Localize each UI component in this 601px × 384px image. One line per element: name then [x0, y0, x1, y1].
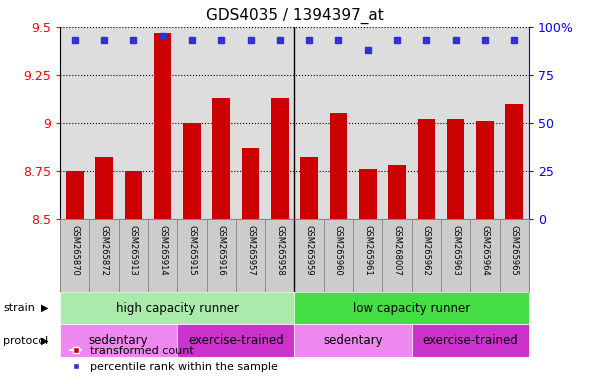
Bar: [148, 219, 177, 292]
Bar: [177, 324, 294, 357]
Text: protocol: protocol: [3, 336, 48, 346]
Text: GSM268007: GSM268007: [392, 225, 401, 276]
Text: exercise-trained: exercise-trained: [423, 334, 518, 347]
Bar: [476, 121, 493, 219]
Bar: [412, 324, 529, 357]
Bar: [60, 219, 90, 292]
Text: low capacity runner: low capacity runner: [353, 302, 471, 314]
Bar: [271, 98, 288, 219]
Text: strain: strain: [3, 303, 35, 313]
Bar: [66, 171, 84, 219]
Text: GSM265962: GSM265962: [422, 225, 431, 275]
Text: sedentary: sedentary: [89, 334, 148, 347]
Text: ▶: ▶: [41, 336, 49, 346]
Bar: [95, 157, 113, 219]
Bar: [124, 171, 142, 219]
Bar: [177, 219, 207, 292]
Legend: transformed count, percentile rank within the sample: transformed count, percentile rank withi…: [66, 342, 282, 377]
Bar: [388, 165, 406, 219]
Bar: [329, 113, 347, 219]
Bar: [183, 123, 201, 219]
Text: GSM265957: GSM265957: [246, 225, 255, 275]
Bar: [505, 104, 523, 219]
Text: high capacity runner: high capacity runner: [116, 302, 239, 314]
Bar: [118, 219, 148, 292]
Bar: [236, 219, 265, 292]
Bar: [294, 219, 324, 292]
Text: GSM265872: GSM265872: [100, 225, 109, 276]
Bar: [300, 157, 318, 219]
Text: sedentary: sedentary: [323, 334, 383, 347]
Bar: [324, 219, 353, 292]
Text: GSM265913: GSM265913: [129, 225, 138, 275]
Text: GSM265958: GSM265958: [275, 225, 284, 275]
Bar: [294, 324, 412, 357]
Bar: [353, 219, 382, 292]
Text: GSM265915: GSM265915: [188, 225, 197, 275]
Text: GSM265870: GSM265870: [70, 225, 79, 276]
Bar: [418, 119, 435, 219]
Text: GSM265961: GSM265961: [363, 225, 372, 275]
Bar: [265, 219, 294, 292]
Title: GDS4035 / 1394397_at: GDS4035 / 1394397_at: [206, 8, 383, 24]
Text: exercise-trained: exercise-trained: [188, 334, 284, 347]
Bar: [441, 219, 470, 292]
Bar: [207, 219, 236, 292]
Text: ▶: ▶: [41, 303, 49, 313]
Bar: [154, 33, 171, 219]
Bar: [213, 98, 230, 219]
Bar: [470, 219, 499, 292]
Text: GSM265959: GSM265959: [305, 225, 314, 275]
Text: GSM265965: GSM265965: [510, 225, 519, 275]
Text: GSM265916: GSM265916: [217, 225, 226, 275]
Bar: [382, 219, 412, 292]
Text: GSM265960: GSM265960: [334, 225, 343, 275]
Bar: [90, 219, 119, 292]
Bar: [412, 219, 441, 292]
Bar: [359, 169, 376, 219]
Text: GSM265964: GSM265964: [480, 225, 489, 275]
Bar: [242, 148, 260, 219]
Text: GSM265963: GSM265963: [451, 225, 460, 276]
Bar: [499, 219, 529, 292]
Bar: [60, 292, 294, 324]
Bar: [60, 324, 177, 357]
Bar: [447, 119, 465, 219]
Text: GSM265914: GSM265914: [158, 225, 167, 275]
Bar: [294, 292, 529, 324]
